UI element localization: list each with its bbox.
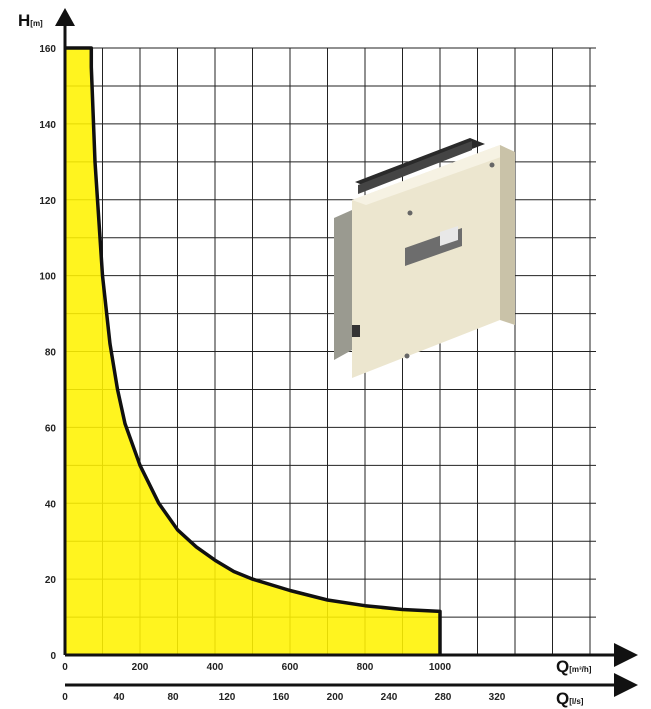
x-secondary-tick-label: 240: [381, 692, 398, 703]
x-secondary-tick-labels: 0 40 80 120 160 200 240 280 320: [62, 692, 506, 703]
x-secondary-tick-label: 280: [435, 692, 452, 703]
x-primary-tick-label: 200: [132, 662, 149, 673]
x-axis-secondary-label: Q[l/s]: [556, 689, 584, 708]
performance-curve: [65, 46, 442, 655]
y-tick-label: 100: [39, 272, 56, 283]
x-axis-primary-arrow: [614, 643, 638, 667]
y-tick-label: 140: [39, 120, 56, 131]
x-primary-tick-label: 600: [282, 662, 299, 673]
y-axis-label: H[m]: [18, 11, 43, 30]
x-axis-primary-label: Q[m³/h]: [556, 657, 592, 676]
y-axis-arrow: [55, 8, 75, 26]
x-secondary-tick-label: 0: [62, 692, 68, 703]
x-primary-tick-label: 400: [207, 662, 224, 673]
x-primary-tick-label: 0: [62, 662, 68, 673]
x-axis-secondary-arrow: [614, 673, 638, 697]
y-tick-label: 0: [50, 651, 56, 662]
y-tick-label: 60: [45, 423, 57, 434]
controller-box-image: [334, 138, 515, 378]
y-tick-labels: 0 20 40 60 80 100 120 140 160: [39, 44, 56, 662]
y-tick-label: 80: [45, 348, 57, 359]
x-secondary-tick-label: 200: [327, 692, 344, 703]
x-secondary-tick-label: 160: [273, 692, 290, 703]
x-secondary-tick-label: 320: [489, 692, 506, 703]
y-tick-label: 40: [45, 499, 57, 510]
x-primary-tick-labels: 0 200 400 600 800 1000: [62, 662, 451, 673]
y-tick-label: 120: [39, 196, 56, 207]
y-tick-label: 20: [45, 575, 57, 586]
x-primary-tick-label: 1000: [429, 662, 452, 673]
x-secondary-tick-label: 40: [113, 692, 125, 703]
y-tick-label: 160: [39, 44, 56, 55]
x-secondary-tick-label: 120: [219, 692, 236, 703]
x-primary-tick-label: 800: [357, 662, 374, 673]
x-secondary-tick-label: 80: [167, 692, 179, 703]
